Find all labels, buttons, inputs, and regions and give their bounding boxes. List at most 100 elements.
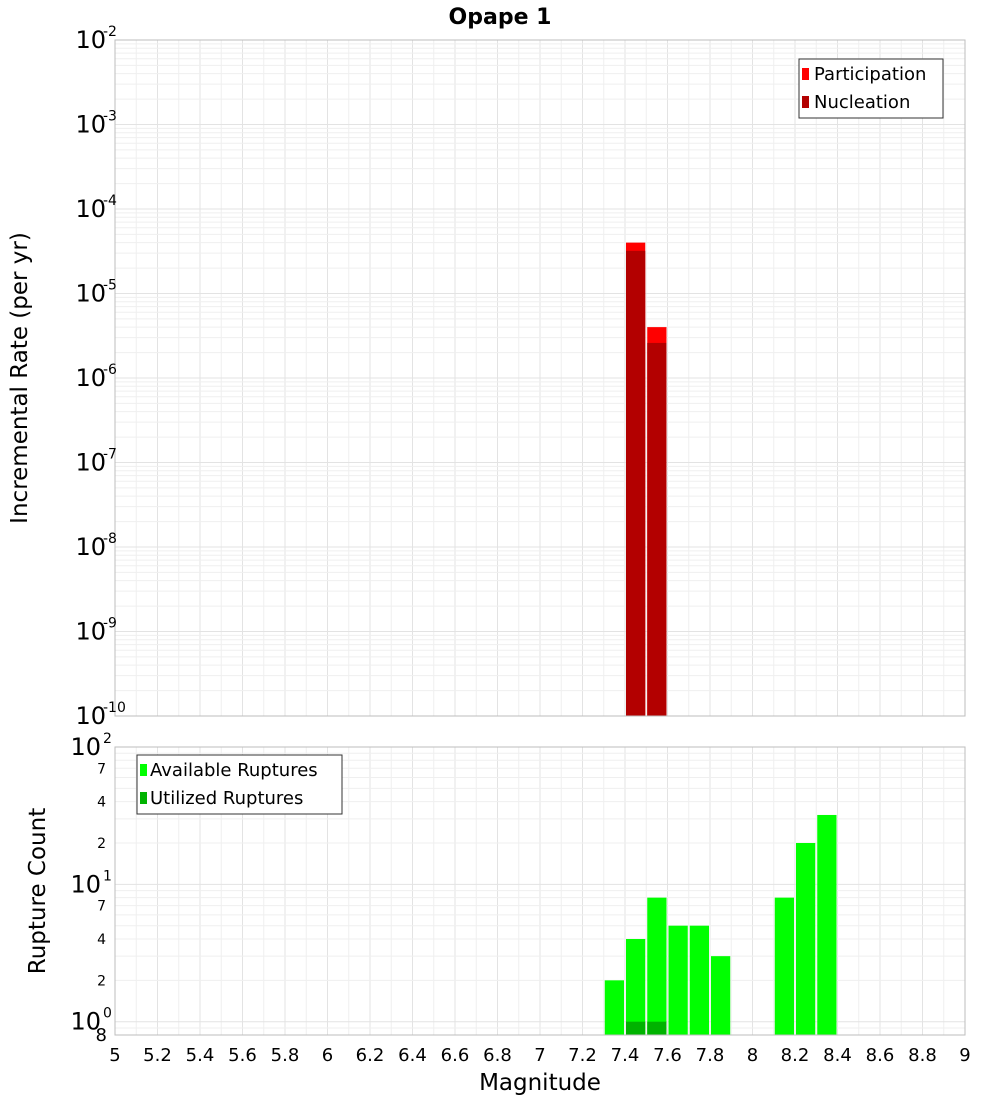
x-tick-label: 5 (109, 1045, 120, 1066)
x-tick-label: 6 (322, 1045, 333, 1066)
y-tick-exponent: -8 (103, 531, 117, 547)
available-legend-label: Available Ruptures (150, 760, 318, 781)
available-legend-swatch (140, 764, 147, 776)
nucleation-legend-label: Nucleation (814, 92, 910, 113)
available-ruptures-bar (711, 956, 731, 1035)
y-tick-base: 10 (75, 280, 106, 308)
y-tick-base: 10 (70, 1008, 101, 1036)
rate-plot-frame (114, 39, 966, 717)
available-ruptures-bar (796, 843, 816, 1035)
y-tick-base: 10 (75, 195, 106, 223)
count-legend-box (136, 754, 343, 815)
x-tick-label: 6.8 (483, 1045, 512, 1066)
y-tick-label: 10-6 (75, 362, 117, 392)
x-tick-label: 8.6 (866, 1045, 895, 1066)
x-tick-label: 6.6 (441, 1045, 470, 1066)
available-ruptures-bar (817, 814, 837, 1035)
y-tick-label: 10-7 (75, 447, 117, 477)
participation-legend-label: Participation (814, 64, 926, 85)
x-tick-label: 7.8 (696, 1045, 725, 1066)
y-tick-exponent: -4 (103, 193, 117, 209)
available-ruptures-bar (668, 925, 688, 1035)
y-tick-base: 10 (75, 449, 106, 477)
count-legend: Available Ruptures Utilized Ruptures (136, 754, 343, 815)
available-ruptures-bar (604, 980, 624, 1035)
x-tick-label: 7.4 (611, 1045, 640, 1066)
x-tick-label: 5.4 (186, 1045, 215, 1066)
x-tick-label: 5.2 (143, 1045, 172, 1066)
y-minor-tick-label: 2 (97, 973, 106, 989)
utilized-ruptures-bar (647, 1021, 667, 1035)
x-tick-label: 5.8 (271, 1045, 300, 1066)
utilized-ruptures-bar (626, 1021, 646, 1035)
y-minor-tick-label: 7 (97, 899, 106, 915)
rate-y-axis-label: Incremental Rate (per yr) (7, 232, 33, 524)
available-ruptures-bar (647, 897, 667, 1035)
rate-plot-bars (626, 242, 667, 717)
y-tick-base: 10 (75, 26, 106, 54)
y-tick-exponent: -2 (103, 24, 117, 40)
y-minor-tick-label: 8 (96, 1025, 107, 1046)
y-tick-exponent: -9 (103, 616, 117, 632)
y-tick-base: 10 (75, 111, 106, 139)
y-tick-label: 10-10 (75, 700, 125, 730)
nucleation-legend-swatch (802, 96, 809, 108)
y-tick-base: 10 (70, 870, 101, 898)
x-tick-label: 8 (747, 1045, 758, 1066)
y-tick-label: 10-5 (75, 278, 117, 308)
x-tick-label: 8.2 (781, 1045, 810, 1066)
y-tick-exponent: -3 (103, 109, 117, 125)
y-tick-label: 10 0 (70, 1006, 111, 1036)
y-tick-base: 10 (75, 533, 106, 561)
y-tick-base: 10 (75, 364, 106, 392)
y-minor-tick-label: 7 (97, 761, 106, 777)
y-tick-label: 10 1 (70, 868, 111, 898)
y-tick-label: 10-3 (75, 109, 117, 139)
nucleation-bar (626, 250, 646, 716)
y-tick-label: 10 2 (70, 731, 111, 761)
x-axis-ticks: 5 5.2 5.4 5.6 5.8 6 6.2 6.4 6.6 6.8 7 7.2 7.4 7.6 7.8 8… (109, 1045, 970, 1066)
x-tick-label: 8.4 (823, 1045, 852, 1066)
utilized-legend-swatch (140, 792, 147, 804)
x-tick-label: 6.4 (398, 1045, 427, 1066)
y-tick-exponent: 2 (103, 731, 112, 747)
count-plot-frame (114, 746, 966, 1036)
x-tick-label: 8.8 (908, 1045, 937, 1066)
y-minor-tick-label: 2 (97, 836, 106, 852)
x-axis-label: Magnitude (479, 1070, 601, 1096)
y-tick-exponent: -10 (103, 700, 126, 716)
available-ruptures-bar (774, 897, 794, 1035)
y-tick-label: 10-9 (75, 616, 117, 646)
y-tick-base: 10 (75, 618, 106, 646)
count-plot-bars (604, 814, 837, 1035)
x-tick-label: 7.6 (653, 1045, 682, 1066)
rate-plot-grid (114, 39, 966, 717)
y-tick-base: 10 (70, 733, 101, 761)
rate-legend: Participation Nucleation (798, 58, 944, 119)
y-tick-exponent: -6 (103, 362, 117, 378)
count-y-axis-label: Rupture Count (25, 808, 51, 974)
available-ruptures-bar (626, 939, 646, 1035)
y-tick-label: 10-4 (75, 193, 117, 223)
participation-legend-swatch (802, 68, 809, 80)
available-ruptures-bar (689, 925, 709, 1035)
y-minor-tick-label: 4 (97, 932, 106, 948)
x-tick-label: 6.2 (356, 1045, 385, 1066)
y-tick-exponent: 0 (103, 1006, 112, 1022)
chart-title: Opape 1 (449, 5, 552, 30)
rate-legend-box (798, 58, 944, 119)
y-tick-exponent: 1 (103, 868, 112, 884)
x-tick-label: 7 (534, 1045, 545, 1066)
x-tick-label: 5.6 (228, 1045, 257, 1066)
x-tick-label: 7.2 (568, 1045, 597, 1066)
y-tick-exponent: -5 (103, 278, 117, 294)
nucleation-bar (647, 342, 667, 716)
y-tick-label: 10-2 (75, 24, 117, 54)
y-tick-base: 10 (75, 702, 106, 730)
x-tick-label: 9 (959, 1045, 970, 1066)
